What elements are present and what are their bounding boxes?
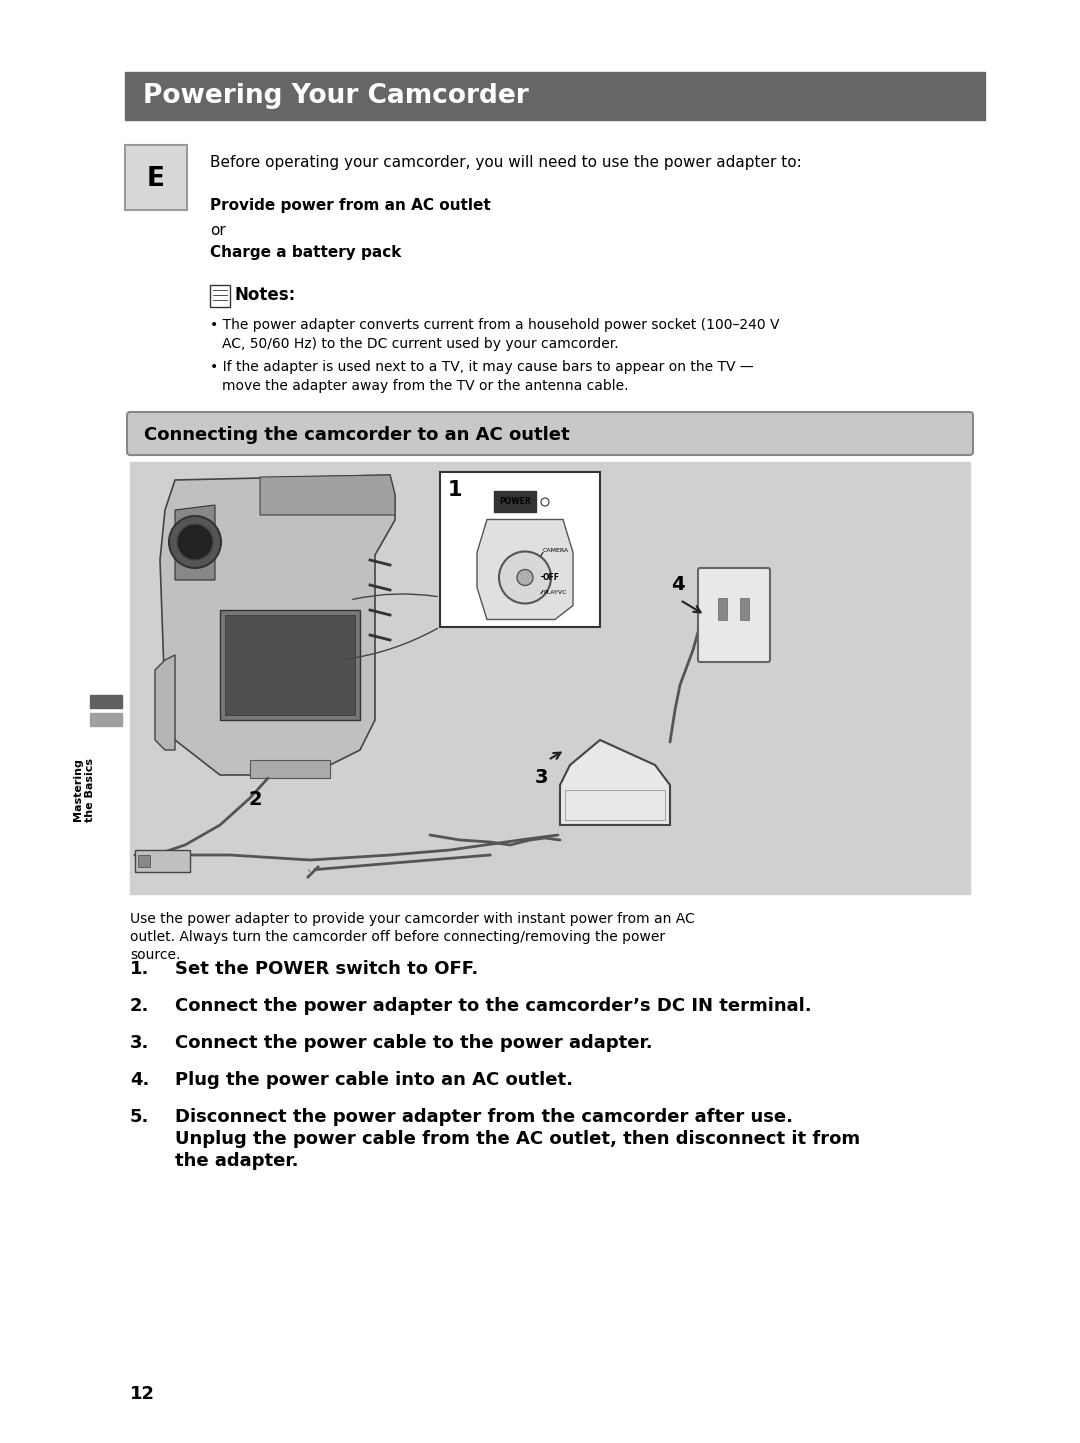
Text: PLAYVC: PLAYVC — [543, 590, 567, 595]
Circle shape — [499, 551, 551, 603]
Text: • The power adapter converts current from a household power socket (100–240 V: • The power adapter converts current fro… — [210, 317, 780, 332]
Text: POWER: POWER — [499, 496, 531, 506]
Text: Connect the power cable to the power adapter.: Connect the power cable to the power ada… — [175, 1035, 652, 1052]
Text: Powering Your Camcorder: Powering Your Camcorder — [143, 84, 529, 110]
Circle shape — [177, 524, 213, 560]
Bar — [125, 72, 985, 120]
Bar — [740, 597, 750, 620]
Text: outlet. Always turn the camcorder off before connecting/removing the power: outlet. Always turn the camcorder off be… — [130, 929, 665, 944]
Bar — [125, 144, 187, 211]
Text: CAMERA: CAMERA — [543, 547, 569, 553]
Text: Connecting the camcorder to an AC outlet: Connecting the camcorder to an AC outlet — [144, 426, 569, 443]
Bar — [90, 696, 122, 709]
Polygon shape — [260, 475, 395, 515]
FancyBboxPatch shape — [698, 569, 770, 662]
Text: 4: 4 — [672, 574, 685, 595]
Text: Provide power from an AC outlet: Provide power from an AC outlet — [210, 198, 490, 214]
Polygon shape — [160, 475, 395, 775]
Text: 1: 1 — [448, 481, 462, 501]
Text: Connect the power adapter to the camcorder’s DC IN terminal.: Connect the power adapter to the camcord… — [175, 997, 812, 1014]
Text: Set the POWER switch to OFF.: Set the POWER switch to OFF. — [175, 960, 478, 978]
Text: Mastering: Mastering — [73, 759, 83, 821]
Text: OFF: OFF — [543, 573, 561, 582]
Polygon shape — [175, 505, 215, 580]
Bar — [210, 286, 230, 307]
Text: AC, 50/60 Hz) to the DC current used by your camcorder.: AC, 50/60 Hz) to the DC current used by … — [222, 338, 619, 351]
Bar — [440, 472, 600, 628]
Bar — [138, 856, 150, 867]
Text: the Basics: the Basics — [85, 758, 95, 823]
Bar — [135, 850, 190, 872]
Text: 2: 2 — [248, 789, 262, 810]
Polygon shape — [561, 740, 670, 825]
Bar — [249, 760, 330, 778]
Bar — [130, 462, 970, 895]
Text: • If the adapter is used next to a TV, it may cause bars to appear on the TV —: • If the adapter is used next to a TV, i… — [210, 359, 754, 374]
Bar — [718, 597, 727, 620]
Text: E: E — [147, 166, 165, 192]
Text: Before operating your camcorder, you will need to use the power adapter to:: Before operating your camcorder, you wil… — [210, 154, 801, 170]
Text: Use the power adapter to provide your camcorder with instant power from an AC: Use the power adapter to provide your ca… — [130, 912, 694, 926]
Circle shape — [517, 570, 534, 586]
Text: 2.: 2. — [130, 997, 149, 1014]
Text: Notes:: Notes: — [235, 286, 296, 304]
Circle shape — [541, 498, 549, 506]
Text: source.: source. — [130, 948, 180, 962]
Text: Disconnect the power adapter from the camcorder after use.: Disconnect the power adapter from the ca… — [175, 1108, 793, 1126]
Text: Unplug the power cable from the AC outlet, then disconnect it from: Unplug the power cable from the AC outle… — [175, 1130, 860, 1149]
Polygon shape — [156, 655, 175, 750]
Text: move the adapter away from the TV or the antenna cable.: move the adapter away from the TV or the… — [222, 380, 629, 392]
Text: Charge a battery pack: Charge a battery pack — [210, 245, 402, 260]
Text: or: or — [210, 224, 226, 238]
Bar — [90, 713, 122, 726]
Bar — [565, 789, 665, 820]
Text: 3: 3 — [535, 768, 548, 786]
Polygon shape — [477, 519, 573, 619]
Text: 5.: 5. — [130, 1108, 149, 1126]
Text: 3.: 3. — [130, 1035, 149, 1052]
Bar — [220, 610, 360, 720]
Bar — [225, 615, 355, 714]
Text: Plug the power cable into an AC outlet.: Plug the power cable into an AC outlet. — [175, 1071, 573, 1089]
Text: 4.: 4. — [130, 1071, 149, 1089]
Text: 1.: 1. — [130, 960, 149, 978]
Circle shape — [168, 517, 221, 569]
FancyBboxPatch shape — [127, 413, 973, 455]
Text: 12: 12 — [130, 1385, 156, 1403]
Text: the adapter.: the adapter. — [175, 1152, 298, 1170]
